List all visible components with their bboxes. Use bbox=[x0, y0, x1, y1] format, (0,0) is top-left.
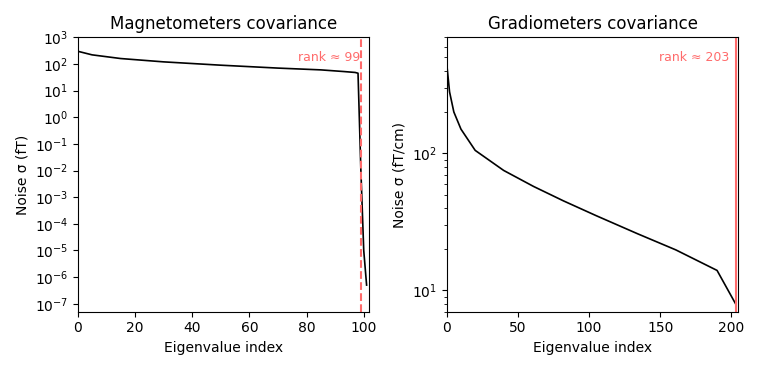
X-axis label: Eigenvalue index: Eigenvalue index bbox=[164, 341, 283, 355]
Title: Magnetometers covariance: Magnetometers covariance bbox=[110, 15, 337, 33]
Y-axis label: Noise σ (fT/cm): Noise σ (fT/cm) bbox=[392, 121, 407, 228]
Y-axis label: Noise σ (fT): Noise σ (fT) bbox=[15, 134, 29, 215]
Text: rank ≈ 99: rank ≈ 99 bbox=[299, 51, 361, 64]
X-axis label: Eigenvalue index: Eigenvalue index bbox=[533, 341, 652, 355]
Text: rank ≈ 203: rank ≈ 203 bbox=[660, 51, 730, 64]
Title: Gradiometers covariance: Gradiometers covariance bbox=[488, 15, 698, 33]
